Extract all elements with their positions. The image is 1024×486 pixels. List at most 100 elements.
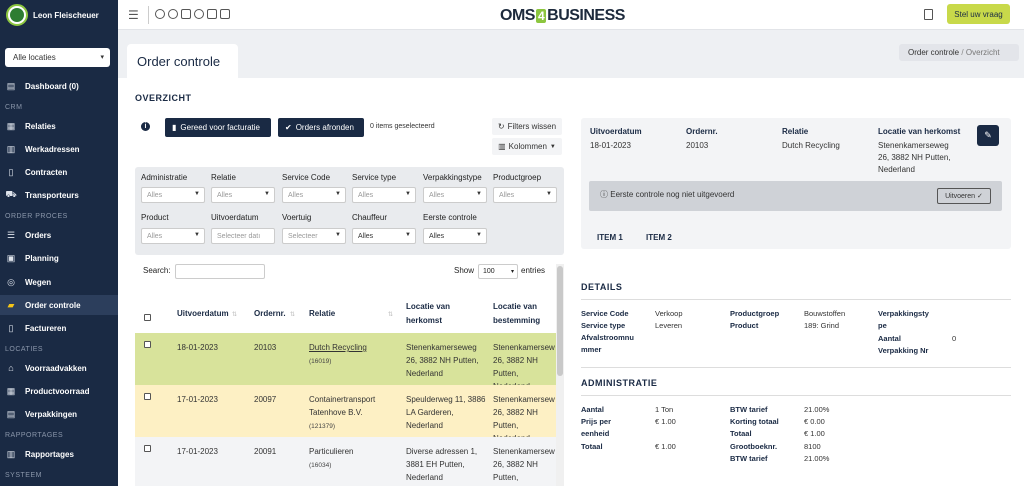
column-header-ordernr[interactable]: Ordernr. [254,295,294,333]
caret-down-icon: ▼ [194,191,200,197]
user-circle-icon[interactable] [155,9,165,19]
filter-administratie-select[interactable]: Alles ▼ [141,187,205,203]
administratie-title: ADMINISTRATIE [581,378,658,388]
share-icon[interactable] [207,9,217,19]
sidebar-item-relaties[interactable]: ▦ Relaties [0,116,118,136]
filter-service-code-select[interactable]: Alles ▼ [282,187,346,203]
breadcrumb-root[interactable]: Order controle [908,48,960,57]
sort-icon[interactable]: ⇅ [388,312,394,318]
tab-item-2[interactable]: ITEM 2 [646,233,672,242]
sidebar-item-wegen[interactable]: ◎ Wegen [0,272,118,292]
filter-relatie-select[interactable]: Alles ▼ [211,187,275,203]
sidebar-item-contracten[interactable]: ▯ Contracten [0,162,118,182]
column-header-relatie[interactable]: Relatie [309,295,389,333]
table-row[interactable]: 17-01-2023 20091 Particulieren (16034) Di… [135,437,556,486]
mail-icon[interactable] [181,9,191,19]
sidebar-item-transporteurs[interactable]: ⛟ Transporteurs [0,185,118,205]
sidebar-item-verpakkingen[interactable]: ▤ Verpakkingen [0,404,118,424]
sidebar-item-factureren[interactable]: ▯ Factureren [0,318,118,338]
list-icon: ☰ [6,229,16,240]
sidebar-item-label: Transporteurs [25,190,79,200]
execute-button[interactable]: Uitvoeren ✓ [937,188,991,204]
ready-for-invoicing-button[interactable]: ▮ Gereed voor facturatie [165,118,271,137]
sidebar-item-orders[interactable]: ☰ Orders [0,225,118,245]
row-checkbox[interactable] [144,445,151,452]
select-value: Alles [499,191,515,199]
sidebar-item-label: Dashboard (0) [25,81,79,91]
table-row[interactable]: 17-01-2023 20097 Containertransport Tate… [135,385,556,443]
clear-filters-button[interactable]: ↻ Filters wissen [492,118,562,135]
brand-logo: OMS 4 BUSINESS [500,7,625,25]
page-size-select[interactable]: 100 ▾ [478,264,518,279]
search-input[interactable] [175,264,265,279]
filter-productgroep-select[interactable]: Alles ▼ [493,187,557,203]
alert-message: Eerste controle nog niet uitgevoerd [610,190,735,199]
sidebar-item-rapportages[interactable]: ▥ Rapportages [0,444,118,464]
table-row[interactable]: 18-01-2023 20103 Dutch Recycling (16019) … [135,333,556,391]
details-value-product: 189: Grind [804,321,840,330]
sidebar-item-productvoorraad[interactable]: ▦ Productvoorraad [0,381,118,401]
filter-voertuig-select[interactable]: Selecteer ▼ [282,228,346,244]
location-select[interactable]: Alle locaties ▾ [5,48,110,67]
clock-icon[interactable] [194,9,204,19]
select-all-checkbox[interactable] [144,314,151,321]
filter-verpakkingstype-select[interactable]: Alles ▼ [423,187,487,203]
filter-product-select[interactable]: Alles ▼ [141,228,205,244]
filter-eerste-controle-select[interactable]: Alles ▼ [423,228,487,244]
pencil-icon: ✎ [984,130,992,140]
admin-value-totaal: € 1.00 [655,442,676,451]
cell-relatie: Containertransport Tatenhove B.V. (121379… [309,393,399,433]
user-name: Leon Fleischeuer [33,10,99,20]
sidebar-item-label: Order controle [25,300,81,310]
header-label: Uitvoerdatum [177,309,229,318]
logout-icon[interactable] [220,9,230,19]
edit-button[interactable]: ✎ [977,125,999,146]
relatie-id: (16034) [309,462,332,469]
ask-question-button[interactable]: Stel uw vraag [947,4,1010,24]
search-label: Search: [143,266,171,275]
sidebar-item-label: Voorraadvakken [25,363,87,373]
row-checkbox[interactable] [144,393,151,400]
menu-icon[interactable]: ☰ [128,8,139,22]
sort-icon[interactable]: ⇅ [232,312,238,318]
dashboard-icon: ▤ [6,80,16,91]
filter-panel [135,167,564,255]
column-header-herkomst[interactable]: Locatie van herkomst [406,295,478,333]
filter-label-relatie: Relatie [211,173,236,182]
caret-down-icon: ▼ [476,191,482,197]
column-header-uitvoerdatum[interactable]: Uitvoerdatum [177,295,237,333]
details-key-service-type: Service type [581,321,626,330]
gear-icon[interactable] [168,9,178,19]
filter-chauffeur-select[interactable]: Alles ▼ [352,228,416,244]
sidebar-item-voorraadvakken[interactable]: ⌂ Voorraadvakken [0,358,118,378]
sidebar-item-order-controle[interactable]: ▰ Order controle [0,295,118,315]
sidebar-item-planning[interactable]: ▣ Planning [0,248,118,268]
sidebar-item-label: Wegen [25,277,52,287]
column-header-bestemming[interactable]: Locatie van bestemming [493,295,553,333]
table-scrollbar[interactable] [556,264,564,486]
sidebar-section-systeem: SYSTEEM [5,472,42,479]
sidebar-item-dashboard[interactable]: ▤ Dashboard (0) [0,76,118,96]
document-icon[interactable] [924,9,933,20]
user-header[interactable]: Leon Fleischeuer [0,0,118,30]
detail-value-herkomst-2: 26, 3882 NH Putten, [878,153,951,162]
scrollbar-thumb[interactable] [557,266,563,376]
sort-icon[interactable]: ⇅ [290,312,296,318]
brand-left: OMS [500,7,535,24]
info-icon[interactable]: i [141,122,150,131]
relatie-link[interactable]: Dutch Recycling [309,343,367,352]
folder-icon: ▰ [7,299,15,310]
cell-date: 17-01-2023 [177,395,218,404]
select-value: Alles [429,232,445,240]
filter-uitvoerdatum-input[interactable]: Selecteer datı [211,228,275,244]
sidebar-item-werkadressen[interactable]: ▥ Werkadressen [0,139,118,159]
cell-relatie: Particulieren (16034) [309,445,399,472]
finish-orders-button[interactable]: ✔ Orders afronden [278,118,364,137]
row-checkbox[interactable] [144,341,151,348]
detail-value-ordernr: 20103 [686,141,709,150]
filter-service-type-select[interactable]: Alles ▼ [352,187,416,203]
tab-item-1[interactable]: ITEM 1 [597,233,623,242]
invoice-icon: ▯ [8,322,14,333]
columns-button[interactable]: ▥ Kolommen ▼ [492,138,562,155]
detail-label-herkomst: Locatie van herkomst [878,127,961,136]
